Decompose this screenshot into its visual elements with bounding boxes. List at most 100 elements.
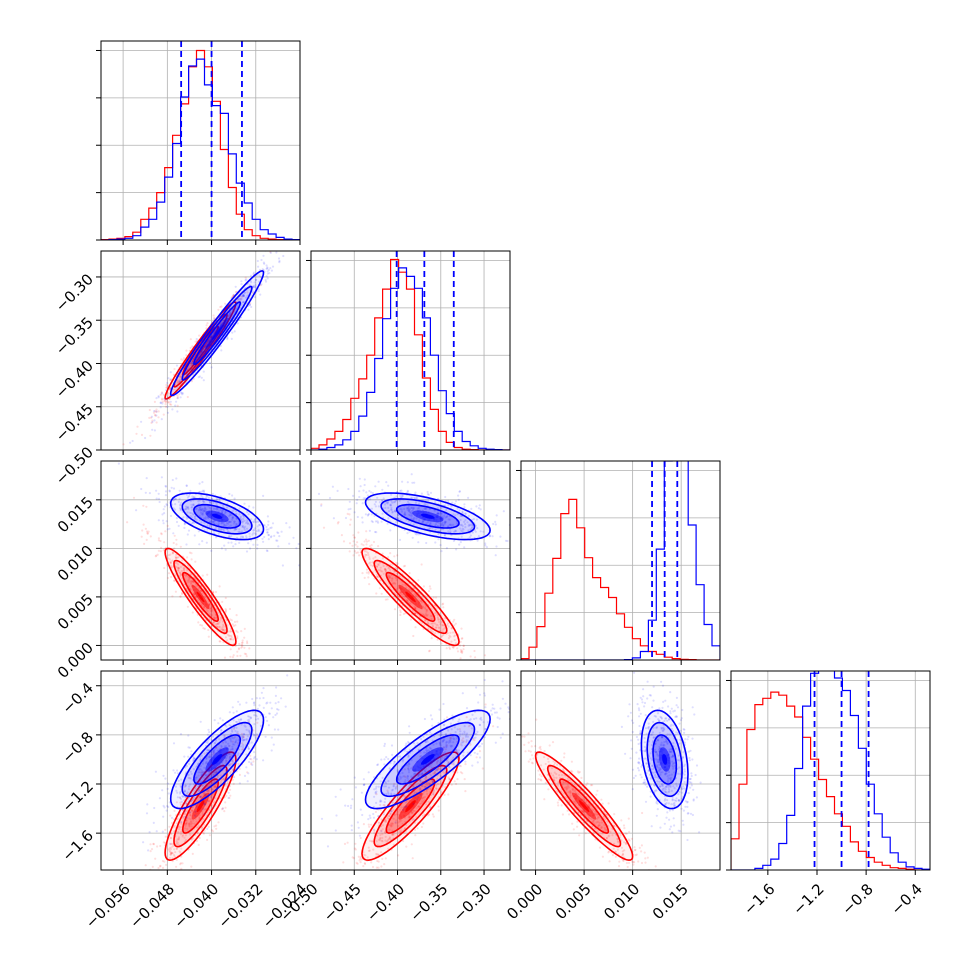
sample-point — [166, 528, 169, 531]
sample-point — [240, 298, 243, 301]
sample-point — [190, 809, 193, 812]
sample-point — [166, 804, 169, 808]
sample-point — [344, 516, 348, 520]
sample-point — [353, 550, 356, 553]
sample-point — [241, 739, 244, 742]
sample-point — [201, 526, 204, 529]
sample-point — [391, 833, 394, 836]
sample-point — [225, 609, 228, 612]
sample-point — [285, 241, 287, 243]
sample-point — [155, 497, 158, 500]
sample-point — [185, 508, 188, 511]
sample-point — [236, 650, 239, 653]
sample-point — [212, 796, 215, 799]
sample-point — [254, 284, 257, 287]
sample-point — [198, 375, 201, 378]
sample-point — [275, 251, 278, 254]
sample-point — [166, 875, 168, 877]
sample-point — [487, 675, 489, 677]
sample-point — [348, 550, 351, 553]
sample-point — [205, 760, 208, 764]
sample-point — [234, 720, 238, 723]
sample-point — [183, 785, 186, 788]
panel-frame — [520, 460, 721, 661]
sample-point — [146, 532, 149, 535]
sample-point — [213, 785, 216, 788]
sample-point — [406, 500, 410, 503]
sample-point — [173, 388, 176, 391]
y-axis-1: −0.50−0.45−0.40−0.35−0.30 — [52, 270, 101, 489]
sample-point — [142, 504, 145, 507]
sample-point — [254, 714, 257, 717]
sample-point — [370, 840, 373, 843]
sample-point — [242, 744, 245, 747]
sample-point — [462, 528, 465, 531]
sample-point — [171, 552, 174, 555]
sample-point — [178, 850, 181, 853]
sample-point — [252, 702, 256, 705]
sample-point — [231, 510, 234, 513]
sample-point — [429, 527, 432, 530]
sample-point — [205, 348, 208, 351]
sample-point — [191, 809, 194, 812]
sample-point — [252, 286, 255, 289]
sample-point — [456, 650, 460, 653]
sample-point — [366, 856, 369, 859]
sample-point — [456, 778, 459, 781]
sample-point — [219, 322, 222, 325]
sample-point — [437, 538, 440, 541]
sample-point — [342, 540, 346, 543]
sample-point — [254, 734, 257, 737]
sample-point — [179, 573, 182, 576]
sample-point — [363, 862, 366, 865]
sample-point — [461, 510, 464, 513]
sample-point — [265, 275, 268, 278]
sample-point — [422, 797, 425, 800]
sample-point — [179, 595, 182, 598]
sample-point — [225, 725, 228, 728]
sample-point — [379, 569, 382, 572]
sample-point — [226, 785, 229, 788]
sample-point — [175, 842, 178, 845]
sample-point — [249, 757, 252, 761]
sample-point — [185, 484, 188, 487]
contour-line — [373, 559, 448, 635]
sample-point — [374, 556, 377, 559]
sample-point — [494, 554, 497, 557]
sample-point — [185, 493, 189, 496]
sample-point — [253, 285, 256, 288]
sample-point — [253, 757, 256, 760]
sample-point — [462, 648, 465, 651]
sample-point — [220, 744, 223, 747]
sample-point — [354, 848, 357, 851]
sample-point — [245, 278, 248, 281]
sample-point — [191, 345, 194, 348]
sample-point — [331, 485, 334, 488]
sample-point — [448, 634, 451, 637]
sample-point — [157, 539, 160, 542]
sample-point — [457, 494, 460, 497]
sample-point — [445, 515, 448, 519]
sample-point — [134, 456, 136, 458]
sample-point — [217, 510, 220, 513]
sample-point — [437, 767, 440, 770]
sample-point — [192, 513, 195, 516]
sample-point — [270, 736, 273, 739]
sample-point — [202, 379, 205, 382]
sample-point — [251, 665, 253, 667]
sample-point — [240, 646, 243, 649]
sample-point — [215, 824, 218, 827]
sample-point — [381, 828, 384, 831]
sample-point — [428, 585, 431, 588]
sample-point — [386, 840, 389, 843]
sample-point — [228, 750, 231, 754]
sample-point — [377, 545, 380, 548]
sample-point — [160, 391, 163, 394]
sample-point — [209, 754, 212, 757]
sample-point — [460, 529, 463, 532]
sample-point — [447, 761, 450, 764]
sample-point — [406, 508, 409, 511]
sample-point — [167, 792, 170, 795]
sample-point — [186, 605, 189, 608]
sample-point — [230, 636, 233, 639]
